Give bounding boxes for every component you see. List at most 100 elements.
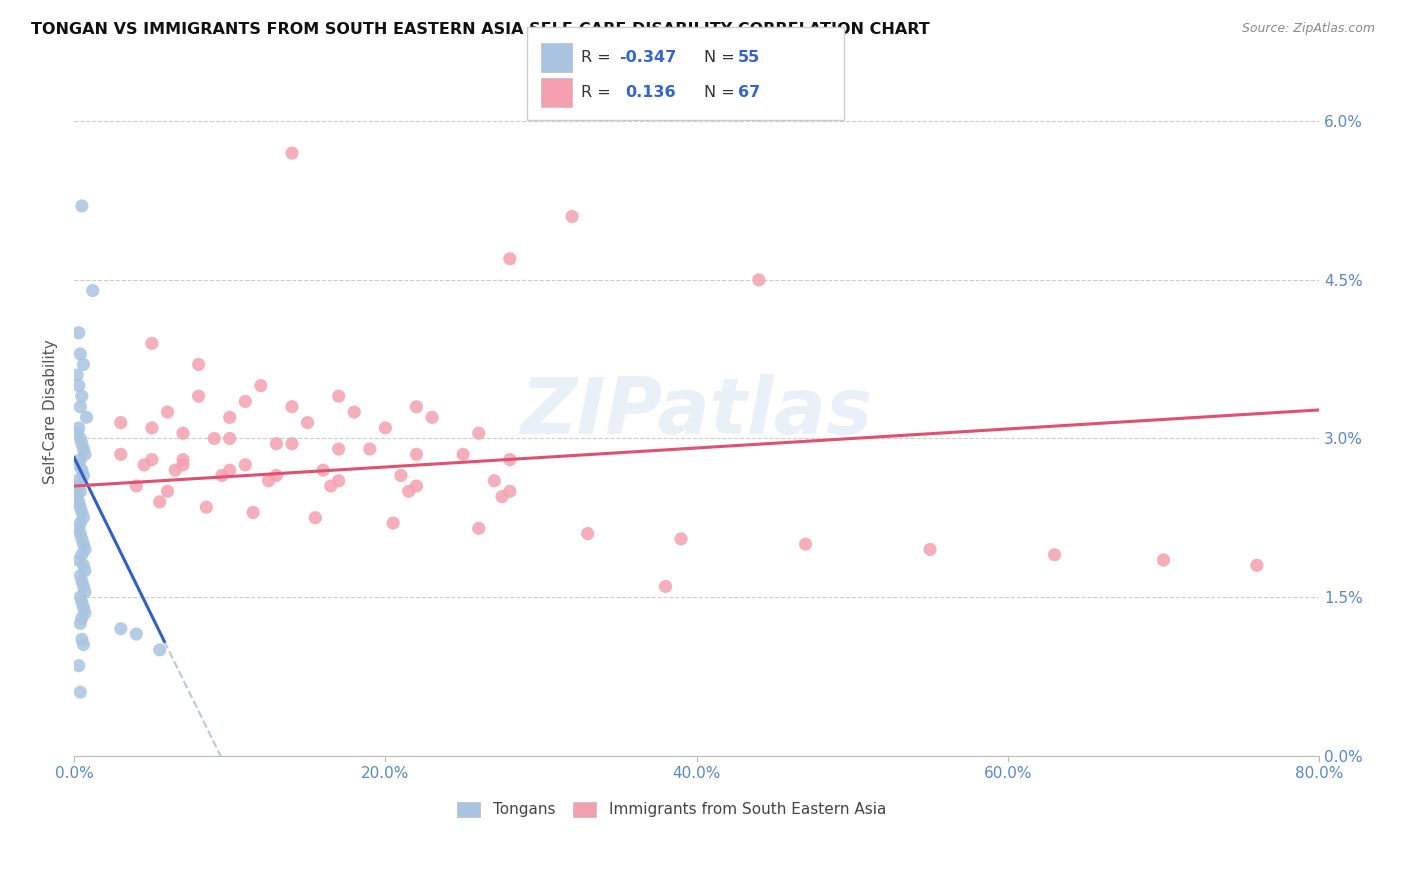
Point [202, 432, 225, 446]
Point [110, 622, 132, 636]
Point [69, 400, 91, 414]
Point [69, 569, 91, 583]
Point [73, 564, 96, 578]
Point [389, 468, 412, 483]
Point [359, 442, 381, 456]
Point [73, 447, 96, 461]
Point [69, 590, 91, 604]
Point [66, 490, 89, 504]
Point [156, 405, 179, 419]
Point [382, 516, 405, 530]
Point [172, 426, 194, 441]
Point [491, 490, 513, 504]
Point [141, 421, 163, 435]
Text: TONGAN VS IMMIGRANTS FROM SOUTH EASTERN ASIA SELF-CARE DISABILITY CORRELATION CH: TONGAN VS IMMIGRANTS FROM SOUTH EASTERN … [31, 22, 929, 37]
Point [67, 458, 90, 472]
Point [67, 479, 90, 493]
Point [67, 658, 90, 673]
Point [72, 510, 94, 524]
Point [405, 479, 427, 493]
Text: R =: R = [581, 85, 620, 100]
Point [70, 595, 93, 609]
Text: 67: 67 [738, 85, 761, 100]
Point [69, 347, 91, 361]
Point [70, 548, 93, 562]
Point [499, 252, 522, 266]
Point [110, 447, 132, 461]
Point [69, 452, 91, 467]
Point [67, 553, 90, 567]
Point [66, 368, 89, 382]
Point [233, 394, 256, 409]
Point [70, 532, 93, 546]
Text: Source: ZipAtlas.com: Source: ZipAtlas.com [1241, 22, 1375, 36]
Point [67, 326, 90, 340]
Point [297, 416, 319, 430]
Y-axis label: Self-Care Disability: Self-Care Disability [44, 340, 58, 484]
Point [70, 632, 93, 647]
Point [156, 484, 179, 499]
Point [69, 616, 91, 631]
Point [218, 463, 240, 477]
Point [233, 458, 256, 472]
Point [72, 600, 94, 615]
Point [195, 500, 218, 515]
Point [328, 389, 350, 403]
Point [312, 463, 335, 477]
Point [72, 558, 94, 573]
Point [72, 638, 94, 652]
Text: N =: N = [704, 85, 741, 100]
Point [125, 479, 148, 493]
Point [794, 537, 817, 551]
Point [67, 495, 90, 509]
Text: R =: R = [581, 50, 616, 65]
Text: 0.136: 0.136 [626, 85, 676, 100]
Point [141, 336, 163, 351]
Point [70, 436, 93, 450]
Point [328, 474, 350, 488]
Point [66, 426, 89, 441]
Point [281, 436, 304, 450]
Point [72, 537, 94, 551]
Point [281, 146, 304, 161]
Point [69, 685, 91, 699]
Point [69, 432, 91, 446]
Point [70, 574, 93, 589]
Point [499, 484, 522, 499]
Point [654, 579, 676, 593]
Point [125, 627, 148, 641]
Point [76, 410, 98, 425]
Text: -0.347: -0.347 [619, 50, 676, 65]
Legend: Tongans, Immigrants from South Eastern Asia: Tongans, Immigrants from South Eastern A… [451, 796, 891, 823]
Point [72, 468, 94, 483]
Point [420, 410, 443, 425]
Point [467, 426, 489, 441]
Point [72, 579, 94, 593]
Point [73, 584, 96, 599]
Point [218, 410, 240, 425]
Point [165, 463, 187, 477]
Point [211, 468, 233, 483]
Point [918, 542, 941, 557]
Point [69, 516, 91, 530]
Point [1043, 548, 1066, 562]
Point [250, 378, 273, 392]
Point [70, 463, 93, 477]
Point [172, 452, 194, 467]
Point [69, 500, 91, 515]
Point [69, 526, 91, 541]
Point [467, 521, 489, 535]
Point [187, 358, 209, 372]
Point [149, 643, 172, 657]
Point [319, 479, 342, 493]
Text: ZIPatlas: ZIPatlas [520, 374, 873, 450]
Point [1153, 553, 1175, 567]
Text: N =: N = [704, 50, 741, 65]
Point [343, 405, 366, 419]
Point [70, 506, 93, 520]
Point [748, 273, 770, 287]
Point [405, 400, 427, 414]
Point [374, 421, 396, 435]
Point [669, 532, 692, 546]
Point [67, 421, 90, 435]
